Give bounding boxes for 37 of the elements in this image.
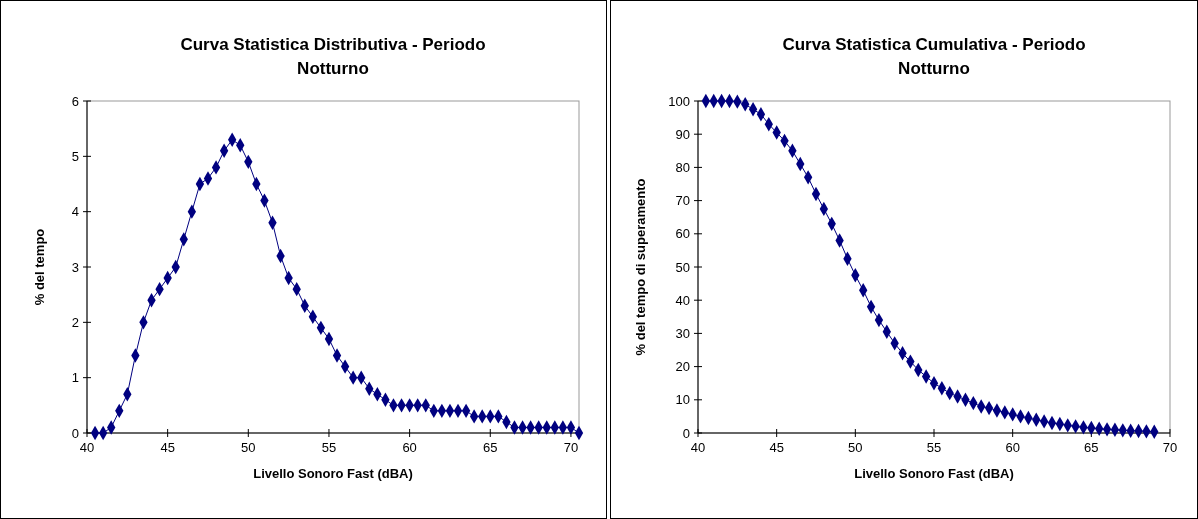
- y-tick-label: 20: [675, 359, 690, 375]
- y-tick-label: 40: [675, 292, 690, 308]
- x-tick-label: 70: [1162, 440, 1178, 455]
- x-axis-title: Livello Sonoro Fast (dBA): [854, 466, 1014, 481]
- x-tick-label: 50: [848, 440, 863, 455]
- chart-title: Curva Statistica Distributiva - Periodo Notturno: [180, 35, 486, 78]
- y-tick-label: 50: [675, 259, 690, 275]
- y-tick-label: 100: [668, 93, 690, 109]
- x-tick-label: 45: [769, 440, 784, 455]
- x-tick-label: 55: [321, 440, 337, 455]
- x-tick-label: 55: [926, 440, 942, 455]
- y-tick-label: 5: [71, 148, 79, 164]
- y-tick-label: 4: [71, 204, 79, 220]
- y-tick-label: 0: [682, 425, 690, 441]
- y-tick-label: 3: [71, 259, 79, 275]
- y-tick-label: 70: [675, 193, 690, 209]
- y-tick-label: 90: [675, 126, 690, 142]
- x-axis-title: Livello Sonoro Fast (dBA): [253, 466, 413, 481]
- x-tick-label: 45: [160, 440, 175, 455]
- y-tick-label: 60: [675, 226, 690, 242]
- y-tick-label: 1: [71, 370, 79, 386]
- x-tick-label: 65: [1084, 440, 1099, 455]
- x-tick-label: 60: [402, 440, 417, 455]
- y-tick-label: 30: [675, 325, 690, 341]
- x-tick-label: 50: [241, 440, 256, 455]
- x-tick-label: 65: [483, 440, 498, 455]
- y-tick-label: 6: [71, 93, 79, 109]
- y-tick-label: 0: [71, 425, 79, 441]
- x-tick-label: 40: [690, 440, 706, 455]
- y-tick-label: 2: [71, 314, 79, 330]
- x-tick-label: 70: [563, 440, 579, 455]
- y-axis-title: % del tempo di superamento: [633, 178, 648, 356]
- y-tick-label: 10: [675, 392, 690, 408]
- y-axis-title: % del tempo: [32, 228, 47, 306]
- y-tick-label: 80: [675, 159, 690, 175]
- chart-title: Curva Statistica Cumulativa - Periodo Notturno: [782, 35, 1086, 78]
- x-tick-label: 60: [1005, 440, 1020, 455]
